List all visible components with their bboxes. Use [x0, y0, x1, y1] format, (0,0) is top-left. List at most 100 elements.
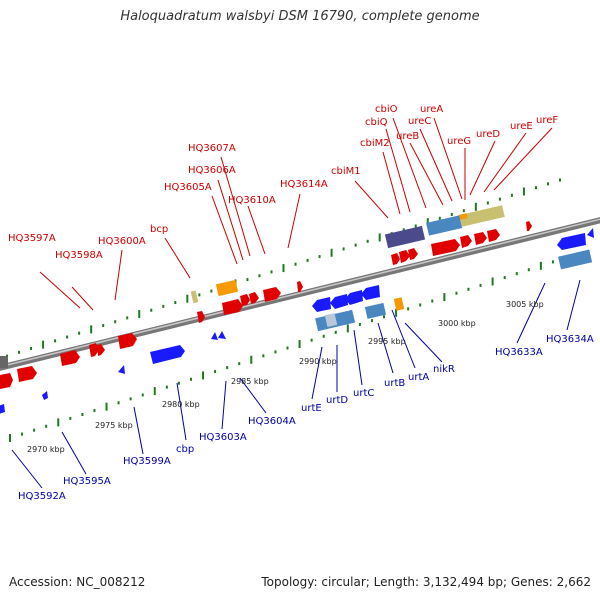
top-leader-line [385, 128, 411, 213]
gene-label-bottom[interactable]: cbp [176, 444, 194, 455]
gene-reverse[interactable] [0, 404, 5, 414]
gene-label-top[interactable]: ureA [420, 104, 443, 115]
gene-reverse[interactable] [557, 233, 586, 250]
gene-forward[interactable] [408, 248, 418, 260]
gene-label-top[interactable]: ureG [447, 136, 471, 147]
gene-forward[interactable] [0, 373, 13, 389]
bottom-leader-line [311, 346, 323, 400]
tick-marks [6, 178, 566, 442]
gene-forward[interactable] [487, 229, 500, 242]
gene-label-top[interactable]: HQ3610A [228, 195, 276, 206]
gene-label-top[interactable]: HQ3598A [55, 250, 103, 261]
gene-label-top[interactable]: HQ3605A [164, 182, 212, 193]
gene-label-bottom[interactable]: HQ3604A [248, 416, 296, 427]
gene-rna[interactable] [393, 297, 405, 311]
gene-label-top[interactable]: bcp [150, 224, 168, 235]
gene-operon[interactable] [558, 249, 593, 270]
gene-forward[interactable] [222, 299, 243, 315]
gene-label-bottom[interactable]: HQ3633A [495, 347, 543, 358]
top-leader-line [409, 142, 444, 206]
scale-label: 2980 kbp [162, 400, 200, 409]
gene-forward[interactable] [474, 232, 487, 245]
bottom-leader-line [221, 380, 227, 430]
gene-operon[interactable] [426, 215, 463, 236]
gene-forward[interactable] [118, 333, 137, 349]
top-leader-line [114, 249, 123, 301]
gene-label-top[interactable]: ureB [396, 131, 419, 142]
bottom-leader-line [133, 406, 144, 455]
gene-reverse[interactable] [42, 391, 48, 400]
bottom-leader-line [404, 322, 443, 363]
gene-reverse[interactable] [361, 285, 380, 300]
gene-label-bottom[interactable]: HQ3595A [63, 476, 111, 487]
gene-reverse[interactable] [587, 228, 594, 238]
gene-features[interactable] [0, 205, 594, 414]
gene-label-top[interactable]: cbiM1 [331, 166, 361, 177]
gene-label-bottom[interactable]: HQ3592A [18, 491, 66, 502]
scale-label: 3000 kbp [438, 319, 476, 328]
gene-reverse[interactable] [118, 365, 125, 374]
gene-forward[interactable] [263, 287, 281, 302]
gene-operon[interactable] [364, 302, 387, 319]
gene-operon[interactable] [324, 313, 338, 327]
gene-forward[interactable] [240, 294, 250, 306]
gene-label-top[interactable]: HQ3606A [188, 165, 236, 176]
gene-label-bottom[interactable]: urtD [326, 395, 348, 406]
gene-forward[interactable] [97, 344, 105, 356]
gene-label-top[interactable]: HQ3614A [280, 179, 328, 190]
gene-rna[interactable] [215, 279, 239, 297]
gene-forward[interactable] [89, 343, 99, 357]
bottom-leader-line [239, 377, 267, 414]
gene-label-bottom[interactable]: urtA [408, 372, 429, 383]
gene-label-top[interactable]: cbiM2 [360, 138, 390, 149]
bottom-leader-line [391, 309, 416, 369]
gene-label-top[interactable]: HQ3597A [8, 233, 56, 244]
top-leader-line [493, 127, 553, 191]
gene-forward[interactable] [431, 239, 460, 256]
gene-reverse[interactable] [150, 345, 185, 364]
gene-forward[interactable] [60, 350, 80, 366]
gene-labels[interactable]: HQ3597A HQ3598A HQ3600A bcp HQ3605A HQ3606A HQ… [8, 104, 594, 502]
top-leader-line [287, 193, 301, 249]
gene-label-bottom[interactable]: urtE [301, 403, 322, 414]
bottom-leader-line [176, 382, 187, 441]
gene-reverse[interactable] [312, 297, 331, 312]
gene-reverse[interactable] [218, 331, 226, 339]
gene-label-bottom[interactable]: nikR [433, 364, 455, 375]
gene-label-top[interactable]: cbiO [375, 104, 398, 115]
gene-label-bottom[interactable]: urtC [353, 388, 374, 399]
gene-label-top[interactable]: ureE [510, 121, 533, 132]
gene-forward[interactable] [249, 292, 259, 304]
gene-rna[interactable] [458, 213, 468, 220]
gene-label-top[interactable]: ureC [408, 116, 431, 127]
gene-forward[interactable] [297, 281, 303, 292]
bottom-leader-line [516, 282, 546, 344]
bottom-leader-line [377, 322, 394, 374]
gene-label-top[interactable]: HQ3600A [98, 236, 146, 247]
gene-forward[interactable] [17, 366, 37, 382]
gene-forward[interactable] [197, 311, 205, 323]
gene-forward[interactable] [391, 253, 400, 265]
gene-label-bottom[interactable]: HQ3599A [123, 456, 171, 467]
gene-label-top[interactable]: HQ3607A [188, 143, 236, 154]
gene-pseudo[interactable] [190, 290, 199, 304]
gene-pseudo[interactable] [459, 205, 505, 227]
gene-label-top[interactable]: ureF [536, 115, 558, 126]
bottom-leader-line [11, 449, 43, 489]
gene-reverse[interactable] [0, 356, 8, 368]
gene-label-bottom[interactable]: HQ3603A [199, 432, 247, 443]
top-leader-line [354, 180, 389, 219]
gene-label-top[interactable]: ureD [476, 129, 500, 140]
gene-label-bottom[interactable]: urtB [384, 378, 405, 389]
gene-operon[interactable] [384, 225, 426, 249]
gene-forward[interactable] [460, 235, 472, 248]
gene-forward[interactable] [399, 250, 410, 263]
gene-reverse[interactable] [211, 332, 218, 340]
gene-forward[interactable] [526, 221, 532, 231]
gene-label-top[interactable]: cbiQ [365, 117, 388, 128]
gene-reverse[interactable] [345, 290, 363, 305]
gene-reverse[interactable] [330, 294, 348, 309]
gene-label-bottom[interactable]: HQ3634A [546, 334, 594, 345]
top-leader-line [469, 140, 496, 196]
